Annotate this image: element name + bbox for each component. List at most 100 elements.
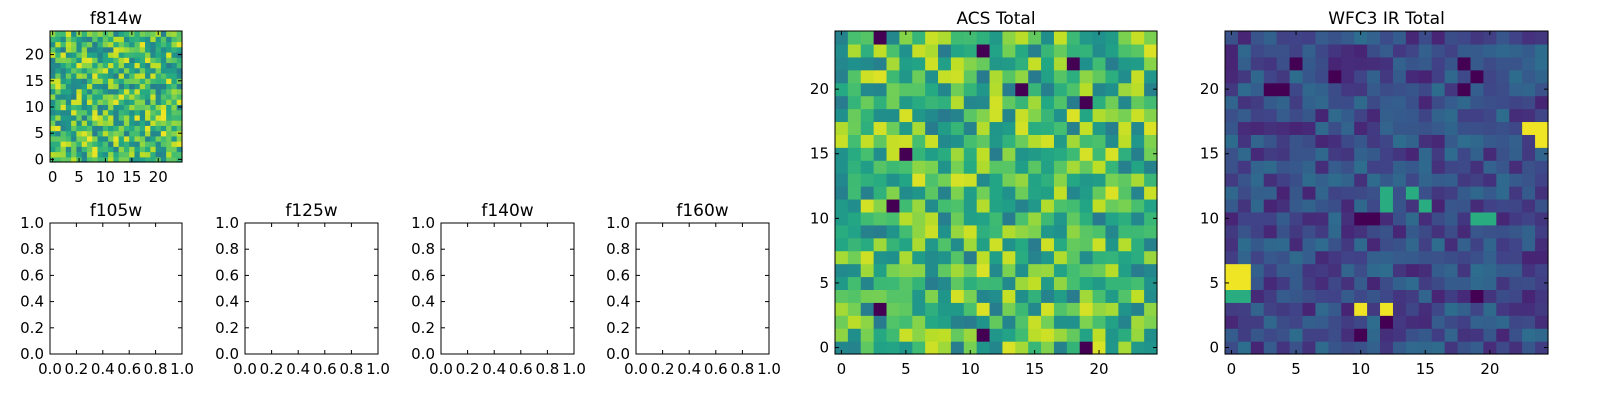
heatmap-cell (50, 151, 56, 158)
heatmap-cell (835, 237, 849, 252)
heatmap-cell (160, 120, 167, 126)
heatmap-cell (1250, 211, 1265, 226)
heatmap-cell (873, 147, 888, 161)
heatmap-cell (873, 82, 888, 97)
heatmap-cell (1041, 160, 1055, 174)
heatmap-cell (1092, 341, 1107, 355)
heatmap-cell (873, 237, 888, 252)
heatmap-cell (166, 67, 173, 74)
heatmap-cell (1431, 341, 1446, 355)
heatmap-cell (71, 83, 77, 90)
heatmap-cell (860, 289, 875, 303)
heatmap-cell (1483, 224, 1497, 239)
heatmap-cell (129, 46, 136, 53)
heatmap-cell (1263, 237, 1278, 252)
heatmap-cell (860, 186, 875, 200)
heatmap-cell (1341, 186, 1355, 200)
heatmap-cell (65, 156, 72, 163)
heatmap-cell (1354, 302, 1368, 316)
heatmap-cell (976, 315, 991, 329)
y-tick-label: 0.2 (215, 319, 239, 337)
heatmap-cell (50, 93, 56, 100)
heatmap-cell (155, 135, 162, 142)
heatmap-cell (835, 276, 849, 290)
heatmap-cell (71, 151, 77, 158)
heatmap-cell (963, 82, 978, 97)
y-tick-label: 10 (25, 98, 44, 116)
heatmap-cell (118, 151, 125, 158)
heatmap-cell (1092, 160, 1107, 174)
heatmap-cell (925, 121, 939, 135)
heatmap-cell (60, 78, 67, 84)
heatmap-cell (950, 276, 965, 290)
heatmap-cell (145, 99, 151, 105)
heatmap-cell (1522, 95, 1536, 110)
x-tick-label: 0.0 (38, 360, 62, 378)
axes-frame (440, 222, 575, 355)
heatmap-cell (1289, 211, 1304, 226)
heatmap-cell (847, 160, 862, 174)
heatmap-cell (1380, 95, 1394, 110)
heatmap-cell (118, 99, 125, 105)
y-tick-label: 5 (1209, 274, 1219, 292)
heatmap-cell (166, 36, 173, 43)
heatmap-cell (1405, 121, 1420, 135)
heatmap-cell (176, 146, 183, 153)
heatmap-cell (1144, 263, 1158, 278)
heatmap-cell (1237, 289, 1252, 303)
heatmap-cell (1328, 121, 1342, 135)
heatmap-cell (166, 120, 173, 126)
heatmap-cell (139, 57, 146, 64)
heatmap-cell (1289, 82, 1304, 97)
heatmap-cell (171, 156, 178, 163)
heatmap-cell (97, 78, 104, 84)
heatmap-cell (145, 93, 151, 100)
heatmap-cell (1053, 289, 1068, 303)
heatmap-cell (86, 31, 93, 37)
heatmap-cell (97, 57, 104, 64)
heatmap-cell (123, 156, 130, 163)
heatmap-cell (1092, 43, 1107, 58)
x-tick-label: 10 (1351, 360, 1370, 378)
heatmap-cell (989, 289, 1004, 303)
heatmap-cell (835, 211, 849, 226)
heatmap-cell (55, 146, 62, 153)
heatmap-cell (1053, 43, 1068, 58)
heatmap-cell (950, 289, 965, 303)
heatmap-cell (1105, 31, 1119, 45)
heatmap-cell (50, 72, 56, 79)
heatmap-cell (160, 109, 167, 116)
heatmap-cell (1470, 263, 1484, 278)
heatmap-cell (963, 198, 978, 213)
heatmap-cell (989, 250, 1004, 265)
heatmap-cell (1405, 69, 1420, 84)
heatmap-cell (65, 72, 72, 79)
heatmap-cell (134, 67, 141, 74)
x-tick-label: 1.0 (757, 360, 781, 378)
heatmap-cell (1431, 56, 1446, 71)
heatmap-cell (1028, 186, 1042, 200)
heatmap-cell (1535, 289, 1549, 303)
heatmap-cell (925, 302, 939, 316)
heatmap-cell (1015, 82, 1029, 97)
heatmap-cell (1535, 43, 1549, 58)
heatmap-cell (1092, 56, 1107, 71)
heatmap-cell (899, 263, 913, 278)
heatmap-cell (873, 250, 888, 265)
heatmap-cell (76, 146, 83, 153)
x-tick-label: 0.8 (144, 360, 168, 378)
heatmap-cell (1315, 147, 1329, 161)
heatmap-cell (71, 57, 77, 64)
heatmap-cell (71, 88, 77, 95)
heatmap-cell (1496, 302, 1510, 316)
heatmap-cell (76, 93, 83, 100)
heatmap-cell (1302, 186, 1317, 200)
heatmap-cell (1405, 315, 1420, 329)
heatmap-cell (1118, 31, 1132, 45)
heatmap-cell (1041, 276, 1055, 290)
heatmap-cell (166, 125, 173, 132)
heatmap-cell (912, 31, 926, 45)
heatmap-cell (1496, 121, 1510, 135)
heatmap-cell (1289, 328, 1304, 342)
